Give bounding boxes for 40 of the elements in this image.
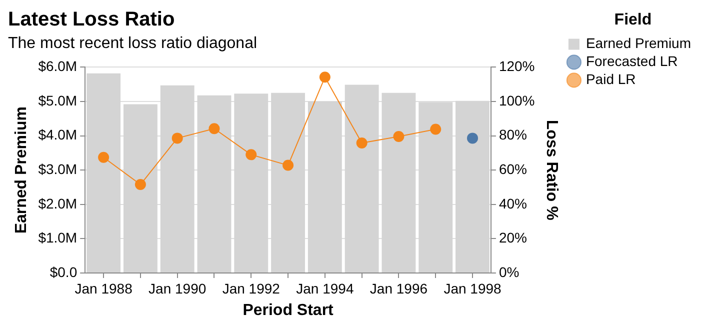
y2-tick-label: 120% [498, 58, 535, 74]
y-axis-title: Earned Premium [13, 106, 30, 234]
y-tick-label: $5.0M [38, 92, 78, 108]
y2-tick-label: 60% [498, 160, 527, 177]
x-tick-label: Jan 1996 [370, 280, 428, 296]
y2-tick-label: 0% [498, 264, 520, 280]
y2-tick-label: 40% [498, 195, 527, 212]
y-tick-label: $0.0 [50, 264, 78, 280]
x-tick-label: Jan 1990 [148, 280, 206, 296]
y2-axis-title: Loss Ratio % [542, 120, 560, 220]
point [246, 149, 257, 160]
chart-subtitle: The most recent loss ratio diagonal [8, 35, 258, 52]
point [467, 132, 478, 144]
y-tick-label: $1.0M [38, 230, 78, 246]
legend-label: Forecasted LR [586, 53, 678, 70]
legend-label: Paid LR [586, 71, 636, 88]
point [282, 160, 294, 171]
point [172, 132, 183, 144]
x-tick-label: Jan 1994 [296, 280, 354, 296]
y-tick-label: $4.0M [38, 126, 78, 143]
chart-title: Latest Loss Ratio [8, 8, 175, 31]
x-tick-label: Jan 1998 [444, 280, 502, 296]
x-tick-label: Jan 1988 [74, 280, 133, 296]
y2-tick-label: 100% [498, 92, 535, 108]
y-tick-label: $6.0M [38, 58, 78, 74]
y-tick-label: $3.0M [38, 160, 78, 177]
y2-tick-label: 20% [498, 230, 527, 246]
point [98, 152, 110, 163]
y-tick-label: $2.0M [38, 195, 78, 212]
x-axis-title: Period Start [242, 302, 334, 319]
legend-title: Field [614, 11, 652, 28]
point [430, 124, 442, 135]
point [134, 179, 146, 190]
point [208, 123, 220, 134]
point [393, 130, 404, 142]
point [356, 138, 368, 149]
y2-tick-label: 80% [498, 126, 527, 143]
legend-label: Earned Premium [586, 35, 692, 52]
point [319, 72, 330, 83]
x-tick-label: Jan 1992 [222, 280, 280, 296]
